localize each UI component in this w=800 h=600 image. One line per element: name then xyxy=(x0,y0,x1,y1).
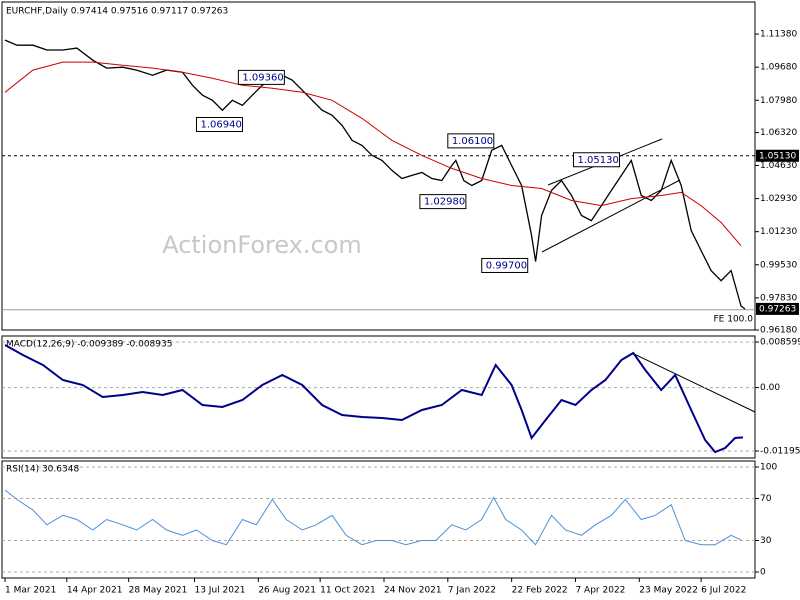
annotation-box xyxy=(447,133,495,149)
y-tick-label: 1.09680 xyxy=(760,63,797,73)
y-tick-label: 0.96180 xyxy=(760,326,797,336)
y-tick-label: 1.02930 xyxy=(760,194,797,204)
y-tick-label: 0.00 xyxy=(760,383,780,393)
series-line xyxy=(4,344,744,454)
last-price-box xyxy=(756,302,799,315)
x-tick-label: 7 Jan 2022 xyxy=(448,586,496,596)
y-tick-label: 0 xyxy=(760,568,766,578)
annotation-label: 0.99700 xyxy=(486,260,527,271)
level-label: 1.05130 xyxy=(759,151,796,161)
level-box xyxy=(756,149,799,162)
y-tick-label: 1.07980 xyxy=(760,96,797,106)
y-tick-label: 1.01230 xyxy=(760,227,797,237)
y-tick-label: 30 xyxy=(760,536,772,546)
channel-line xyxy=(541,179,681,253)
x-tick-label: 24 Nov 2021 xyxy=(384,586,442,596)
x-tick-label: 6 Jul 2022 xyxy=(701,586,746,596)
annotation-label: 1.06940 xyxy=(200,120,241,131)
annotation-label: 1.02980 xyxy=(424,197,465,208)
panel-title: RSI(14) 30.6348 xyxy=(6,465,79,475)
y-tick-label: 100 xyxy=(760,462,777,472)
trend-line xyxy=(631,352,756,413)
x-tick-label: 22 Feb 2022 xyxy=(512,586,568,596)
y-tick-label: 1.11380 xyxy=(760,30,797,40)
panel-frame xyxy=(1,460,756,579)
x-tick-label: 14 Apr 2021 xyxy=(67,586,123,596)
x-tick-label: 1 Mar 2021 xyxy=(5,586,56,596)
annotation-box xyxy=(481,257,529,273)
x-tick-label: 23 May 2022 xyxy=(639,586,698,596)
panel-title: MACD(12,26,9) -0.009389 -0.008935 xyxy=(6,340,172,350)
last-price-label: 0.97263 xyxy=(759,304,796,314)
annotation-box xyxy=(237,69,285,85)
annotation-label: 1.05130 xyxy=(577,155,618,166)
y-tick-label: 0.008599 xyxy=(760,337,800,347)
panel-title: EURCHF,Daily 0.97414 0.97516 0.97117 0.9… xyxy=(6,7,228,17)
y-tick-label: -0.011958 xyxy=(760,447,800,457)
panel-frame xyxy=(1,1,756,331)
panel-frame xyxy=(1,335,756,459)
y-tick-label: 1.04630 xyxy=(760,161,797,171)
y-tick-label: 1.06320 xyxy=(760,128,797,138)
annotation-box xyxy=(572,152,620,168)
x-tick-label: 11 Oct 2021 xyxy=(320,586,376,596)
y-tick-label: 70 xyxy=(760,494,772,504)
annotation-box xyxy=(419,194,467,210)
watermark: ActionForex.com xyxy=(162,231,362,259)
x-tick-label: 13 Jul 2021 xyxy=(194,586,245,596)
series-line xyxy=(4,489,742,546)
fe-label: FE 100.0 xyxy=(714,314,754,324)
x-tick-label: 26 Aug 2021 xyxy=(258,586,316,596)
annotation-label: 1.06100 xyxy=(452,136,493,147)
y-tick-label: 0.99530 xyxy=(760,260,797,270)
y-tick-label: 0.97830 xyxy=(760,293,797,303)
x-tick-label: 7 Apr 2022 xyxy=(575,586,625,596)
series-line xyxy=(4,61,742,247)
series-line xyxy=(4,39,746,310)
x-tick-label: 28 May 2021 xyxy=(129,586,188,596)
annotation-label: 1.09360 xyxy=(242,72,283,83)
annotation-box xyxy=(195,117,243,133)
